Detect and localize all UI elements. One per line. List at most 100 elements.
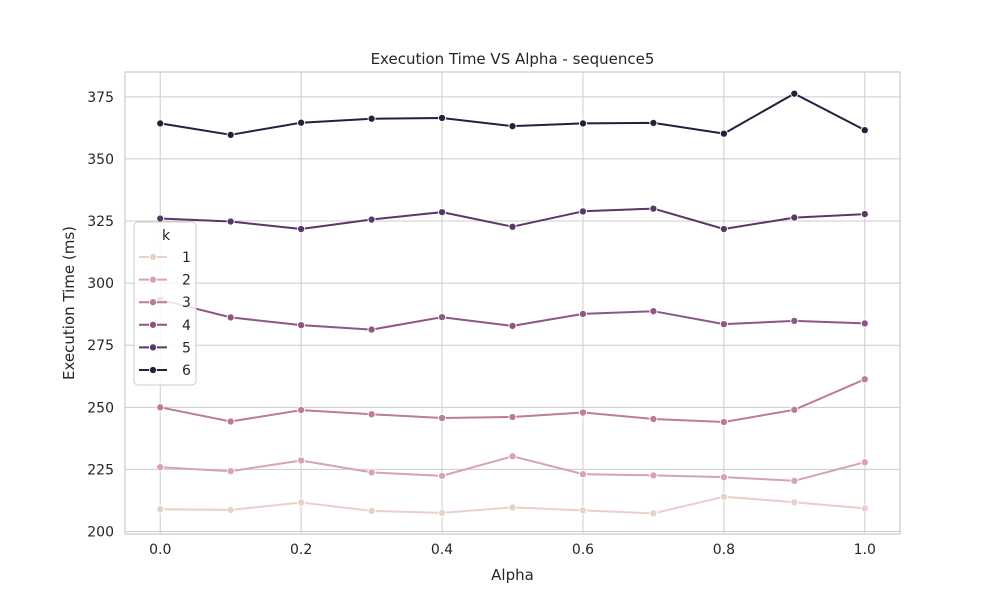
data-point <box>367 410 376 419</box>
data-point <box>719 129 728 138</box>
legend-items: 1 2 3 4 5 6 <box>139 250 191 379</box>
x-tick-label: 0.0 <box>149 542 171 558</box>
legend-marker-3 <box>148 298 158 307</box>
x-tick-label: 1.0 <box>854 542 876 558</box>
y-tick-label: 275 <box>87 338 114 354</box>
chart-title: Execution Time VS Alpha - sequence5 <box>371 50 655 68</box>
legend-marker-6 <box>148 365 158 375</box>
data-point <box>649 307 658 316</box>
data-point <box>437 508 447 517</box>
data-point <box>297 321 306 330</box>
data-point <box>649 471 658 480</box>
data-point <box>508 321 517 330</box>
legend-item-1: 1 <box>139 250 191 266</box>
legend-label-1: 1 <box>182 250 191 266</box>
y-tick-label: 350 <box>87 152 114 168</box>
data-point <box>156 214 165 223</box>
data-point <box>719 473 728 482</box>
data-point <box>860 126 869 135</box>
data-point <box>226 417 235 426</box>
data-point <box>297 498 306 507</box>
legend-label-4: 4 <box>182 318 191 334</box>
data-point <box>578 309 588 318</box>
data-point <box>437 471 447 480</box>
data-point <box>508 412 517 422</box>
data-point <box>437 208 447 217</box>
data-point <box>508 503 517 512</box>
y-axis-label: Execution Time (ms) <box>60 226 78 380</box>
data-point <box>860 319 869 328</box>
data-point <box>719 320 728 329</box>
data-point <box>860 458 869 467</box>
data-point <box>790 316 799 325</box>
data-point <box>437 313 447 322</box>
x-tick-label: 0.8 <box>713 542 735 558</box>
data-point <box>790 498 799 507</box>
legend-label-3: 3 <box>182 295 191 311</box>
data-point <box>226 217 235 226</box>
x-axis-label: Alpha <box>491 566 534 584</box>
data-point <box>297 456 306 465</box>
legend-item-6: 6 <box>139 363 191 379</box>
data-point <box>790 476 799 485</box>
data-point <box>508 452 517 461</box>
legend-marker-4 <box>148 320 158 329</box>
data-point <box>860 210 869 219</box>
data-point <box>719 492 728 501</box>
y-tick-labels: 200 225 250 275 300 325 350 375 <box>87 90 114 541</box>
data-point <box>649 204 658 213</box>
y-tick-label: 375 <box>87 90 114 106</box>
data-point <box>578 207 588 216</box>
grid-lines <box>125 72 900 534</box>
data-point <box>719 224 728 234</box>
data-point <box>649 414 658 424</box>
data-point <box>790 89 799 98</box>
data-point <box>437 413 447 423</box>
data-point <box>367 215 376 224</box>
data-point <box>367 468 376 477</box>
legend-item-3: 3 <box>139 295 191 311</box>
legend-label-6: 6 <box>182 363 191 379</box>
data-point <box>297 118 306 127</box>
data-point <box>226 505 235 514</box>
data-point <box>367 114 376 123</box>
legend-label-5: 5 <box>182 340 191 356</box>
data-point <box>649 509 658 518</box>
data-point <box>578 408 588 417</box>
y-tick-label: 200 <box>87 525 114 541</box>
plot-border <box>124 71 901 535</box>
x-tick-label: 0.2 <box>290 542 312 558</box>
data-point <box>649 118 658 127</box>
data-point <box>367 506 376 515</box>
data-point <box>790 213 799 222</box>
legend-item-2: 2 <box>139 273 191 289</box>
data-point <box>578 470 588 479</box>
legend-label-2: 2 <box>182 273 191 289</box>
legend-box <box>133 221 197 386</box>
y-tick-label: 250 <box>87 400 114 416</box>
data-point <box>297 224 306 234</box>
legend: k 1 2 3 4 5 6 <box>133 221 197 386</box>
data-point <box>578 119 588 128</box>
x-tick-label: 0.4 <box>431 542 453 558</box>
data-point <box>860 504 869 513</box>
y-tick-label: 300 <box>87 276 114 292</box>
legend-item-5: 5 <box>139 340 191 356</box>
plot-area <box>125 72 900 534</box>
legend-item-4: 4 <box>139 318 191 334</box>
data-point <box>156 403 165 412</box>
data-point <box>508 222 517 231</box>
data-point <box>367 325 376 334</box>
data-point <box>226 467 235 476</box>
data-point <box>437 113 447 123</box>
legend-marker-2 <box>148 275 158 284</box>
x-tick-labels: 0.0 0.2 0.4 0.6 0.8 1.0 <box>149 542 876 558</box>
data-point <box>156 119 165 128</box>
data-point <box>226 313 235 322</box>
data-point <box>226 130 235 139</box>
data-point <box>508 122 517 131</box>
data-point <box>156 463 165 472</box>
data-point <box>578 506 588 515</box>
